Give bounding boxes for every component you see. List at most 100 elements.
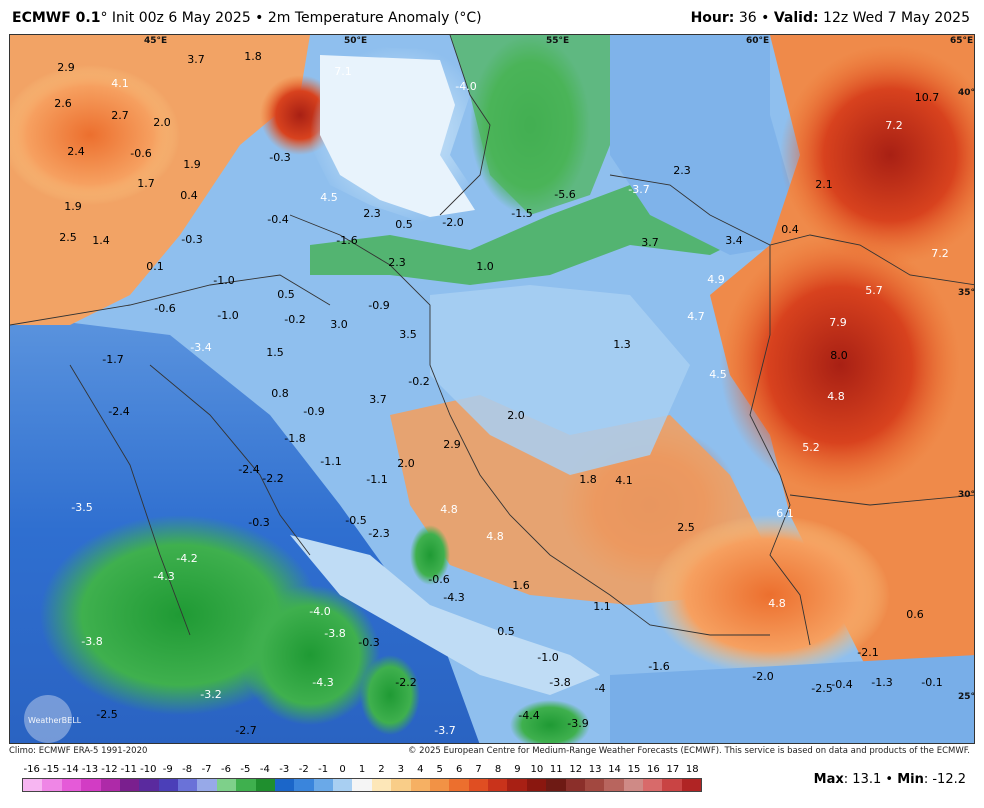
max-value: : 13.1 [843, 772, 882, 787]
anomaly-value: 0.1 [146, 260, 164, 273]
anomaly-value: -3.8 [549, 676, 570, 689]
colorbar-swatch [429, 779, 450, 791]
colorbar-tick: 5 [436, 764, 443, 775]
colorbar-tick: -14 [62, 764, 79, 775]
anomaly-value: -1.1 [320, 455, 341, 468]
anomaly-value: 5.2 [802, 441, 820, 454]
colorbar-swatch [507, 779, 527, 791]
anomaly-value: -2.5 [811, 682, 832, 695]
colorbar-tick: -13 [81, 764, 99, 775]
colorbar-swatch [197, 779, 217, 791]
anomaly-value: 2.9 [57, 61, 75, 74]
anomaly-value: -1.0 [217, 309, 238, 322]
anomaly-value: 3.7 [187, 53, 205, 66]
anomaly-value: 0.5 [277, 288, 295, 301]
anomaly-value: 2.1 [815, 178, 833, 191]
anomaly-value: -3.4 [190, 341, 211, 354]
colorbar-tick: -6 [221, 764, 231, 775]
anomaly-value: -2.1 [857, 646, 878, 659]
copyright-note: © 2025 European Centre for Medium-Range … [407, 746, 970, 756]
colorbar-swatch [584, 779, 605, 791]
anomaly-value: -0.3 [358, 636, 379, 649]
anomaly-value: 7.2 [885, 119, 903, 132]
anomaly-value: 1.8 [244, 50, 262, 63]
cool-region-central-iran [430, 285, 690, 475]
anomaly-value: 0.4 [180, 189, 198, 202]
colorbar-tick: 10 [530, 764, 544, 775]
valid-label: Valid: [773, 10, 819, 26]
anomaly-value-labels: 2.9 3.7 1.8 4.1 7.1 2.6 2.7 2.0 -4.0 -0.6 2.4 -0.3 1… [54, 50, 949, 737]
anomaly-value: -4.3 [443, 591, 464, 604]
anomaly-value: 1.6 [512, 579, 530, 592]
colorbar-tick: 4 [417, 764, 424, 775]
colorbar-tick: -8 [182, 764, 193, 775]
colorbar-tick: 16 [647, 764, 660, 775]
model-name: ECMWF 0.1 [12, 10, 101, 26]
anomaly-value: 7.2 [931, 247, 949, 260]
anomaly-value: -5.6 [554, 188, 575, 201]
anomaly-value: -3.5 [71, 501, 92, 514]
anomaly-value: 0.5 [497, 625, 515, 638]
anomaly-value: -4.4 [518, 709, 539, 722]
anomaly-value: -0.2 [408, 375, 429, 388]
hot-core-northeast [780, 45, 974, 265]
colorbar-swatch [42, 779, 62, 791]
colorbar-swatch [526, 779, 547, 791]
colorbar-tick: -11 [120, 764, 138, 775]
colorbar-swatch [236, 779, 256, 791]
anomaly-value: -4.3 [153, 570, 174, 583]
colorbar-swatch [546, 779, 566, 791]
anomaly-value: -0.3 [269, 151, 290, 164]
cold-belt-north [310, 185, 750, 285]
temperature-anomaly-map: 45°E 50°E 55°E 60°E 65°E 40°N 35°N 30°N 25°N 2.9… [9, 34, 975, 744]
anomaly-value: -1.0 [213, 274, 234, 287]
anomaly-value: -3.2 [200, 688, 221, 701]
arabian-sea [610, 655, 974, 743]
cold-spot-oman [510, 700, 590, 743]
anomaly-value: 3.4 [725, 234, 743, 247]
anomaly-value: 2.0 [507, 409, 525, 422]
anomaly-value: 0.5 [395, 218, 413, 231]
anomaly-value: -0.1 [921, 676, 942, 689]
anomaly-value: 1.1 [593, 600, 611, 613]
anomaly-value: -4.0 [455, 80, 476, 93]
logo-text: WeatherBELL [28, 716, 82, 725]
colorbar-tick: 13 [588, 764, 602, 775]
anomaly-value: -1.8 [284, 432, 305, 445]
anomaly-value: -1.3 [871, 676, 892, 689]
anomaly-value: 2.5 [677, 521, 695, 534]
anomaly-value: -4.0 [309, 605, 330, 618]
anomaly-value: -1.7 [102, 353, 123, 366]
persian-gulf [290, 535, 600, 695]
anomaly-value: 2.3 [363, 207, 381, 220]
colorbar [22, 778, 702, 792]
anomaly-value: 8.0 [830, 349, 848, 362]
coordinate-label: 50°E [344, 36, 367, 46]
colorbar-tick: 9 [514, 764, 521, 775]
anomaly-value: 6.1 [776, 507, 794, 520]
colorbar-tick: -12 [101, 764, 118, 775]
colorbar-swatch [643, 779, 663, 791]
colorbar-tick: -9 [162, 764, 173, 775]
anomaly-value: 1.7 [137, 177, 155, 190]
anomaly-value: -0.6 [428, 573, 449, 586]
country-borders [10, 35, 974, 646]
colorbar-swatch [371, 779, 392, 791]
colorbar-tick: -4 [259, 764, 270, 775]
anomaly-value: -0.3 [248, 516, 269, 529]
anomaly-value: -4.2 [176, 552, 197, 565]
anomaly-value: 3.0 [330, 318, 348, 331]
colorbar-tick: -10 [140, 764, 157, 775]
colorbar-swatch [294, 779, 314, 791]
colorbar-tick-labels: -16 -15 -14 -13 -12 -11 -10 -9 -8 -7 -6 -5 -4 -3 -2 -1 0… [22, 764, 702, 776]
anomaly-value: 2.6 [54, 97, 72, 110]
anomaly-value: -3.7 [434, 724, 455, 737]
cold-spot-qatar [360, 655, 420, 735]
anomaly-value: 4.8 [440, 503, 458, 516]
colorbar-swatch [313, 779, 333, 791]
colorbar-tick: 1 [358, 764, 366, 775]
colorbar-tick: 2 [378, 764, 385, 775]
anomaly-value: -4 [595, 682, 606, 695]
anomaly-value: -0.6 [130, 147, 151, 160]
colorbar-tick: 17 [666, 764, 680, 775]
